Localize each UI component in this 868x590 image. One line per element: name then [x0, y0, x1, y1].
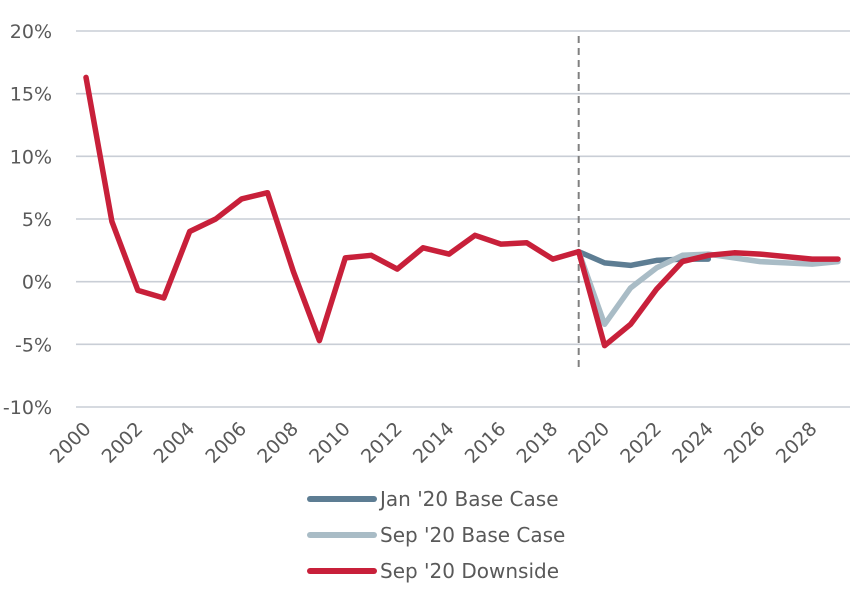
x-tick-label: 2000 [46, 418, 96, 468]
x-tick-label: 2012 [357, 418, 407, 468]
legend-label: Jan '20 Base Case [378, 487, 559, 511]
y-tick-label: 15% [10, 84, 52, 106]
x-tick-label: 2028 [772, 418, 822, 468]
x-tick-label: 2004 [150, 418, 200, 468]
x-tick-label: 2022 [616, 418, 666, 468]
x-tick-label: 2002 [98, 418, 148, 468]
x-tick-label: 2024 [668, 418, 718, 468]
x-tick-label: 2010 [305, 418, 355, 468]
y-tick-label: 10% [10, 146, 52, 168]
legend-label: Sep '20 Downside [380, 559, 559, 583]
x-tick-label: 2018 [513, 418, 563, 468]
y-axis-ticks: 20% 15% 10% 5% 0% -5% -10% [3, 21, 52, 419]
series-layer [83, 74, 841, 349]
x-tick-label: 2014 [409, 418, 459, 468]
legend: Jan '20 Base Case Sep '20 Base Case Sep '2… [307, 487, 565, 583]
y-tick-label: 0% [22, 272, 52, 294]
x-tick-label: 2006 [201, 418, 251, 468]
y-tick-label: -10% [3, 397, 52, 419]
gridlines [76, 30, 850, 408]
series-line-3 [83, 74, 841, 349]
x-tick-label: 2016 [461, 418, 511, 468]
y-tick-label: -5% [15, 334, 52, 356]
x-tick-label: 2020 [564, 418, 614, 468]
x-tick-label: 2008 [253, 418, 303, 468]
legend-label: Sep '20 Base Case [380, 523, 565, 547]
y-tick-label: 20% [10, 21, 52, 43]
x-tick-label: 2026 [720, 418, 770, 468]
y-tick-label: 5% [22, 209, 52, 231]
x-axis-ticks: 2000 2002 2004 2006 2008 2010 2012 2014 2016 2018… [46, 418, 822, 468]
